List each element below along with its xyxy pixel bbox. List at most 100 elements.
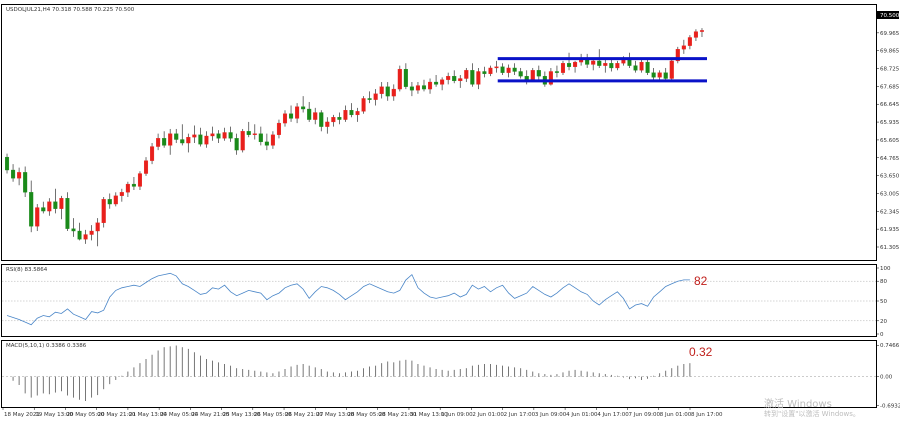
price-tick-label: 65.935	[880, 120, 900, 126]
bearish-candle	[246, 131, 251, 135]
time-tick-label: 20 May 21:00	[98, 412, 136, 418]
bullish-candle	[361, 98, 366, 112]
bullish-candle	[331, 117, 336, 123]
price-tick-label: 63.005	[880, 191, 900, 197]
bullish-candle	[47, 201, 52, 212]
bearish-candle	[77, 230, 82, 240]
price-tick-label: 61.305	[880, 245, 900, 251]
bearish-candle	[131, 183, 136, 187]
bullish-candle	[506, 67, 511, 73]
bullish-candle	[119, 192, 124, 196]
bullish-candle	[343, 110, 348, 120]
bearish-candle	[65, 198, 70, 229]
bearish-candle	[307, 108, 312, 120]
price-axis: 69.965 69.865 68.725 67.685 66.645 65.935 65.6…	[876, 14, 900, 251]
macd-value-label: 0.32	[689, 345, 713, 359]
price-tick-label: 64.765	[880, 156, 900, 162]
bullish-candle	[150, 146, 155, 161]
bullish-candle	[488, 67, 493, 74]
bullish-candle	[95, 222, 100, 232]
time-tick-label: 3 Jun 09:00	[535, 412, 567, 418]
bearish-candle	[500, 66, 505, 73]
rsi-value-label: 82	[694, 274, 708, 288]
bullish-candle	[204, 135, 209, 145]
price-pane[interactable]	[1, 4, 877, 261]
bearish-candle	[512, 67, 517, 72]
bearish-candle	[536, 70, 541, 77]
bullish-candle	[603, 63, 608, 66]
time-tick-label: 8 Jun 01:00	[660, 412, 692, 418]
time-tick-label: 20 May 05:00	[66, 412, 104, 418]
macd-tick-label: 0.00	[880, 375, 893, 381]
bullish-candle	[313, 112, 318, 120]
bearish-candle	[53, 201, 58, 209]
bullish-candle	[530, 70, 535, 82]
rsi-tick-label: 50	[880, 299, 887, 305]
bullish-candle	[252, 133, 257, 135]
bearish-candle	[663, 72, 668, 79]
time-tick-label: 28 May 21:00	[379, 412, 417, 418]
rsi-line	[6, 272, 690, 326]
bearish-candle	[349, 110, 354, 116]
bearish-candle	[41, 207, 46, 212]
bullish-candle	[669, 60, 674, 79]
bullish-candle	[675, 49, 680, 62]
bearish-candle	[301, 106, 306, 110]
bullish-candle	[168, 133, 173, 146]
bearish-candle	[367, 98, 372, 100]
bullish-candle	[192, 134, 197, 138]
bearish-candle	[228, 132, 233, 139]
bullish-candle	[397, 68, 402, 90]
bearish-candle	[71, 228, 76, 232]
bullish-candle	[270, 134, 275, 146]
bearish-candle	[609, 63, 614, 69]
rsi-pane[interactable]	[1, 264, 877, 337]
bearish-candle	[4, 156, 10, 171]
bullish-candle	[639, 61, 644, 71]
bearish-candle	[174, 133, 179, 140]
macd-pane[interactable]	[1, 340, 877, 408]
time-tick-label: 8 Jun 17:00	[691, 412, 723, 418]
price-tick-label: 69.965	[880, 31, 900, 37]
bullish-candle	[83, 234, 88, 240]
bullish-candle	[240, 131, 245, 151]
time-tick-label: 21 May 13:00	[129, 412, 167, 418]
bullish-candle	[355, 111, 360, 116]
bullish-candle	[458, 78, 463, 82]
price-pane-title: USDOLJUL21,H4 70.318 70.588 70.225 70.50…	[6, 7, 135, 13]
bullish-candle	[143, 160, 149, 174]
bearish-candle	[554, 71, 559, 73]
bullish-candle	[210, 133, 215, 137]
bearish-candle	[162, 138, 167, 146]
bearish-candle	[11, 169, 16, 179]
macd-histogram	[12, 345, 691, 401]
bullish-candle	[415, 85, 420, 91]
price-tick-label: 66.645	[880, 102, 900, 108]
time-tick-label: 7 Jun 09:00	[629, 412, 661, 418]
time-tick-label: 26 May 21:00	[285, 412, 323, 418]
bullish-candle	[325, 121, 330, 127]
bullish-candle	[464, 70, 469, 79]
macd-tick-label: -0.6932	[880, 404, 900, 410]
rsi-tick-label: 20	[880, 319, 887, 325]
bullish-candle	[693, 31, 698, 38]
bullish-candle	[548, 71, 553, 85]
time-tick-label: 4 Jun 01:00	[566, 412, 598, 418]
bearish-candle	[403, 68, 408, 87]
price-tick-label: 62.345	[880, 209, 900, 215]
bearish-candle	[518, 71, 523, 77]
bullish-candle	[699, 30, 705, 32]
macd-pane-title: MACD(5,10,1) 0.3386 0.3386	[6, 343, 87, 349]
bullish-candle	[440, 79, 445, 85]
time-tick-label: 25 May 13:00	[223, 412, 261, 418]
bullish-candle	[681, 45, 686, 50]
bullish-candle	[621, 59, 626, 64]
candlestick-series	[4, 28, 705, 247]
bullish-candle	[476, 71, 481, 85]
bullish-candle	[35, 207, 40, 227]
bullish-candle	[573, 61, 578, 67]
bearish-candle	[651, 72, 656, 78]
rsi-pane-title: RSI(8) 83.5864	[6, 267, 48, 273]
macd-tick-label: 0.7466	[880, 343, 900, 349]
